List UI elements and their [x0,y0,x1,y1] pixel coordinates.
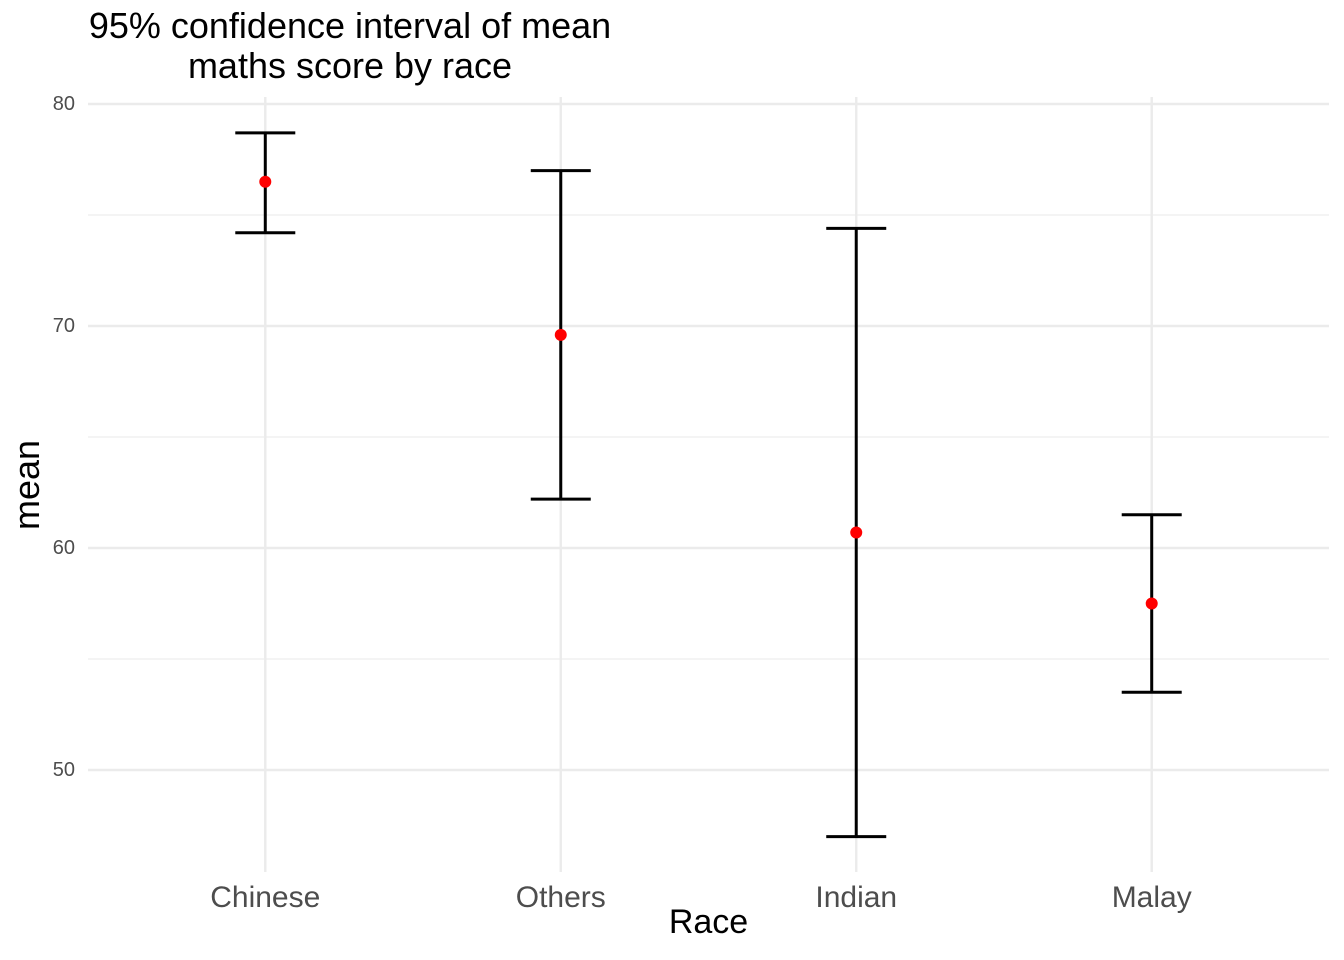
mean-point-others [554,328,567,341]
x-tick-label-others: Others [515,881,606,914]
mean-point-indian [850,526,863,539]
chart-title-line-2: maths score by race [187,45,513,86]
y-tick-label-50: 50 [52,759,75,781]
chart-title: 95% confidence interval of mean maths sc… [86,6,614,86]
chart-title-line-1: 95% confidence interval of mean [88,5,612,46]
x-tick-label-indian: Indian [815,881,898,914]
y-tick-label-60: 60 [52,537,75,559]
y-tick-label-80: 80 [52,93,75,115]
x-tick-label-chinese: Chinese [210,881,321,914]
mean-point-malay [1145,597,1158,610]
mean-point-chinese [259,175,272,188]
y-axis-title: mean [6,439,47,531]
x-tick-label-malay: Malay [1111,881,1192,914]
x-axis-title: Race [668,903,749,941]
y-tick-label-70: 70 [52,315,75,337]
